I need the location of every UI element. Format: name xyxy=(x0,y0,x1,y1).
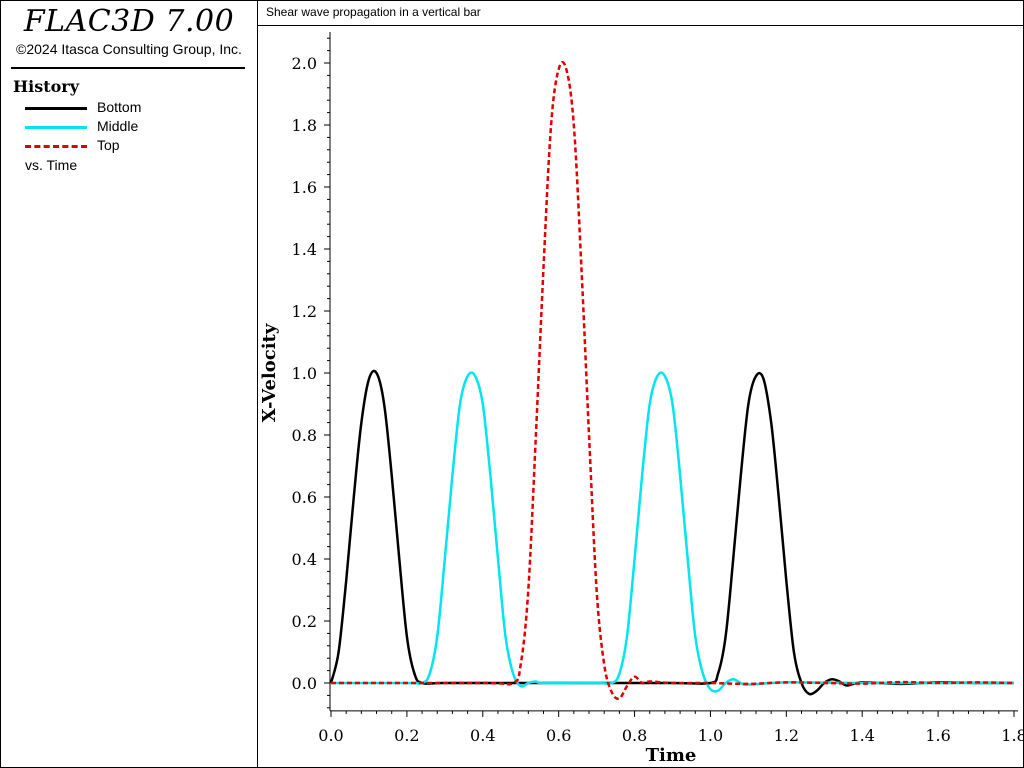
y-tick-label: 0.0 xyxy=(292,674,317,693)
y-tick-label: 1.0 xyxy=(292,364,317,383)
y-tick-label: 1.2 xyxy=(292,302,317,321)
x-tick-label: 0.4 xyxy=(470,726,495,745)
chart-title: Shear wave propagation in a vertical bar xyxy=(266,5,481,19)
y-tick-label: 1.6 xyxy=(292,178,317,197)
legend-line-middle xyxy=(25,126,87,129)
legend-item-bottom: Bottom xyxy=(25,99,245,117)
legend-divider xyxy=(11,67,245,69)
x-tick-label: 1.2 xyxy=(774,726,799,745)
y-tick-label: 0.2 xyxy=(292,612,317,631)
chart-title-bar: Shear wave propagation in a vertical bar xyxy=(258,1,1023,26)
legend-panel: FLAC3D 7.00 ©2024 Itasca Consulting Grou… xyxy=(1,1,258,767)
legend-line-top xyxy=(25,145,87,148)
x-tick-label: 1.6 xyxy=(925,726,950,745)
legend-item-top: Top xyxy=(25,137,245,155)
x-axis-label: Time xyxy=(646,745,697,766)
x-tick-label: 1.4 xyxy=(849,726,874,745)
legend-heading: History xyxy=(13,77,79,96)
legend-vs-time: vs. Time xyxy=(25,157,78,173)
series-line-middle xyxy=(330,371,1014,693)
x-tick-label: 1.0 xyxy=(698,726,723,745)
legend-label-bottom: Bottom xyxy=(97,99,142,115)
x-tick-label: 0.6 xyxy=(546,726,571,745)
series-line-bottom xyxy=(329,369,1015,696)
y-axis-label: X-Velocity xyxy=(259,323,280,422)
x-tick-label: 0.8 xyxy=(622,726,647,745)
legend-label-middle: Middle xyxy=(97,118,139,134)
y-tick-label: 0.6 xyxy=(292,488,317,507)
axes: 0.0 0.2 0.4 0.6 0.8 1.0 1.2 1.4 1.6 1.8 2.0 0.0 0.2 0… xyxy=(292,32,1023,745)
y-tick-label: 1.4 xyxy=(292,240,317,259)
app-title: FLAC3D 7.00 xyxy=(23,4,235,39)
copyright-text: ©2024 Itasca Consulting Group, Inc. xyxy=(16,41,242,57)
y-tick-label: 1.8 xyxy=(292,116,317,135)
x-tick-label: 0.0 xyxy=(318,726,343,745)
x-tick-label: 0.2 xyxy=(394,726,419,745)
series-layer xyxy=(329,60,1015,701)
series-line-top xyxy=(330,60,1015,701)
x-tick-label: 1.8 xyxy=(1001,726,1023,745)
legend-line-bottom xyxy=(25,107,87,110)
legend-item-middle: Middle xyxy=(25,118,245,136)
y-tick-label: 2.0 xyxy=(292,54,317,73)
y-tick-label: 0.4 xyxy=(292,550,317,569)
legend-label-top: Top xyxy=(97,137,120,153)
y-tick-label: 0.8 xyxy=(292,426,317,445)
